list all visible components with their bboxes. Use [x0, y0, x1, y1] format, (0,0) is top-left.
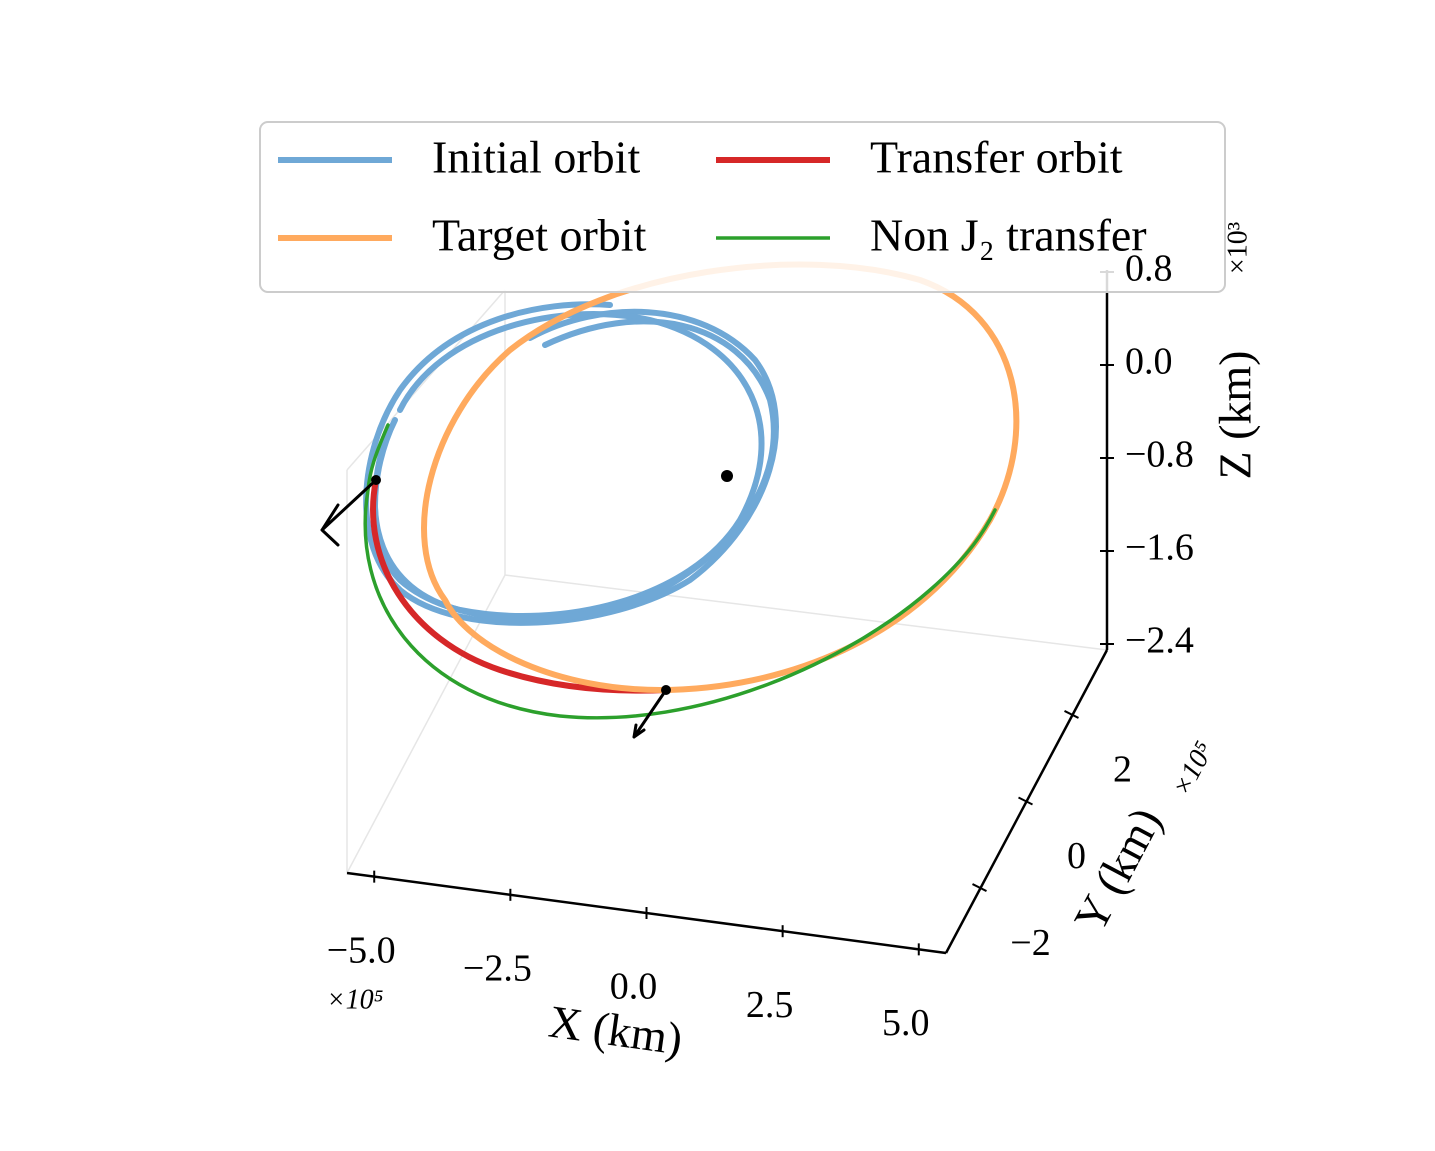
y-offset: ×10⁵	[1166, 737, 1220, 802]
orbit-line	[421, 261, 1020, 694]
y-tick-label: 0	[1067, 835, 1086, 877]
x-tick-label: −2.5	[463, 948, 532, 990]
z-tick-label: −1.6	[1125, 527, 1194, 569]
orbit-line	[363, 423, 997, 720]
y-tick	[1018, 796, 1033, 806]
x-tick-label: 2.5	[746, 984, 794, 1026]
panes	[346, 289, 1108, 874]
burn-arrow	[632, 688, 668, 739]
legend-label: Initial orbit	[432, 132, 640, 183]
x-tick-label: −5.0	[327, 929, 396, 971]
legend-box	[259, 121, 1226, 293]
axes	[346, 270, 1114, 956]
y-tick-label: 2	[1113, 749, 1132, 791]
z-tick-label: 0.0	[1125, 341, 1173, 383]
y-tick-label: −2	[1010, 922, 1050, 964]
legend-label: Target orbit	[432, 210, 647, 261]
legend-label: Transfer orbit	[870, 132, 1123, 183]
legend: Initial orbit Transfer orbit Target orbit N…	[259, 121, 1226, 293]
z-axis-label: Z (km)	[1210, 350, 1261, 479]
central-body	[721, 470, 733, 482]
y-tick	[972, 883, 987, 892]
curves	[320, 261, 1020, 739]
x-tick-label: 0.0	[610, 966, 658, 1008]
orbit-line	[363, 301, 779, 626]
orbit-line	[372, 318, 777, 622]
z-tick-label: 0.8	[1125, 248, 1173, 290]
z-offset: ×10³	[1222, 222, 1253, 274]
z-tick-label: −2.4	[1125, 620, 1194, 662]
burn-arrow	[320, 478, 378, 547]
x-tick-label: 5.0	[882, 1002, 930, 1044]
x-offset: ×10⁵	[327, 984, 384, 1015]
legend-label: Non J₂ transfer	[870, 210, 1147, 261]
y-tick	[1064, 710, 1079, 719]
z-tick-label: −0.8	[1125, 434, 1194, 476]
